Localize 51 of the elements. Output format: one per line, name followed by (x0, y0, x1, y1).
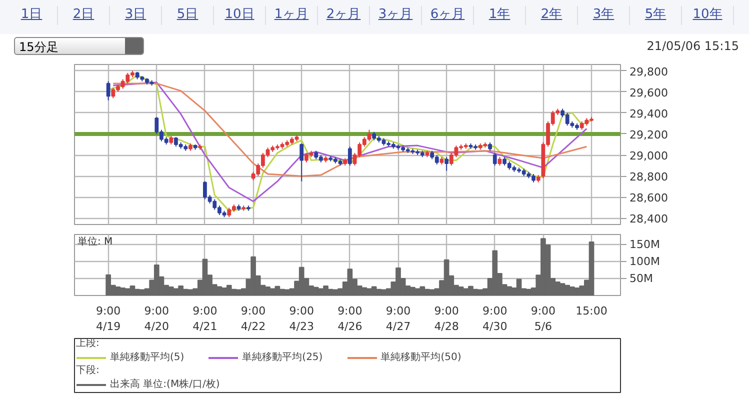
text: 2年 (526, 6, 578, 25)
candlestick (444, 156, 449, 172)
x-tick-label: 9:00 4/30 (482, 304, 508, 334)
text: 1年 (474, 6, 526, 25)
y-tick-label: 29,200 (630, 128, 668, 142)
x-tick-label: 9:00 4/19 (96, 304, 121, 334)
legend-label: 出来高 単位:(M株/口/枚) (110, 378, 220, 391)
candlestick (492, 152, 497, 166)
x-tick-label: 9:00 5/6 (530, 304, 556, 334)
text: 10日 (214, 6, 266, 25)
text: 2日 (58, 6, 110, 25)
x-tick-label: 9:00 4/26 (338, 304, 362, 334)
text: 5年 (630, 6, 682, 25)
text: 1ヶ月 (266, 6, 318, 25)
y-tick-label: 29,600 (630, 86, 668, 100)
text: 6ヶ月 (422, 6, 474, 25)
y-axis-title: 単位: M (78, 236, 113, 248)
text: 5日 (162, 6, 214, 25)
legend-title: 下段: (76, 364, 100, 377)
y-tick-label: 29,000 (630, 150, 668, 163)
text: 3年 (578, 6, 630, 25)
x-tick-label: 9:00 4/20 (144, 304, 169, 334)
text: 1日 (6, 6, 58, 25)
legend-label: 単純移動平均(50) (380, 351, 462, 364)
text: 15分足 (14, 37, 144, 55)
y-tick-label: 50M (630, 272, 653, 286)
x-tick-label: 9:00 4/28 (434, 304, 459, 334)
text: 10年 (682, 6, 734, 25)
candlestick (348, 146, 352, 166)
text: 3日 (110, 6, 162, 25)
x-tick-label: 15:00 (576, 304, 608, 318)
x-tick-label: 9:00 4/23 (289, 304, 314, 334)
y-tick-label: 29,400 (630, 107, 668, 120)
legend-label: 単純移動平均(5) (110, 351, 184, 364)
text: 3ヶ月 (370, 6, 422, 25)
candlestick (106, 80, 110, 101)
text: 21/05/06 15:15 (646, 38, 739, 55)
y-tick-label: 29,800 (630, 65, 668, 78)
x-tick-label: 9:00 4/21 (192, 304, 218, 334)
y-tick-label: 150M (630, 238, 660, 252)
candlestick (300, 142, 304, 182)
legend-label: 単純移動平均(25) (242, 351, 323, 364)
legend-title: 上段: (76, 337, 100, 350)
text: 2ヶ月 (318, 6, 370, 25)
line-series (112, 82, 588, 177)
y-tick-label: 100M (630, 255, 660, 268)
x-tick-label: 9:00 4/27 (386, 304, 411, 334)
y-tick-label: 28,400 (630, 212, 668, 226)
x-tick-label: 9:00 4/22 (240, 304, 266, 334)
y-tick-label: 28,800 (630, 170, 668, 184)
y-tick-label: 28,600 (630, 192, 668, 205)
